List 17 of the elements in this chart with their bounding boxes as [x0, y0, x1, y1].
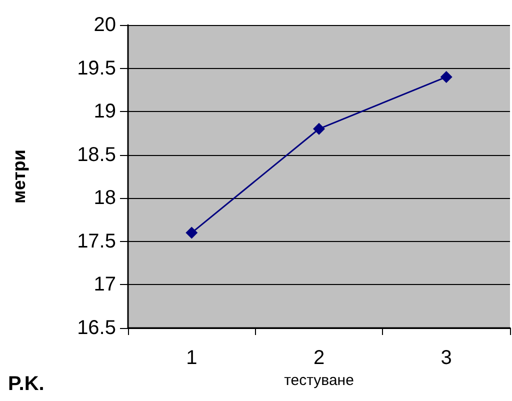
- point: [186, 226, 198, 239]
- y-tick-label: 16.5: [77, 317, 116, 339]
- point: [440, 70, 452, 83]
- y-tick-label: 18.5: [77, 144, 116, 166]
- x-axis-title: тестуване: [284, 372, 354, 389]
- y-tick-label: 20: [94, 14, 116, 36]
- y-axis-title: метри: [9, 150, 29, 204]
- y-tick-label: 19: [94, 100, 116, 123]
- text: P.K.: [8, 373, 44, 395]
- y-tick-label: 17.5: [77, 230, 116, 252]
- x-tick-label: 1: [186, 347, 198, 369]
- x-tick-label: 2: [313, 347, 325, 369]
- y-tick-label: 18: [94, 187, 116, 210]
- y-tick-label: 17: [94, 274, 116, 296]
- point: [313, 122, 325, 135]
- y-tick-label: 19.5: [77, 57, 116, 80]
- x-tick-label: 3: [440, 347, 452, 369]
